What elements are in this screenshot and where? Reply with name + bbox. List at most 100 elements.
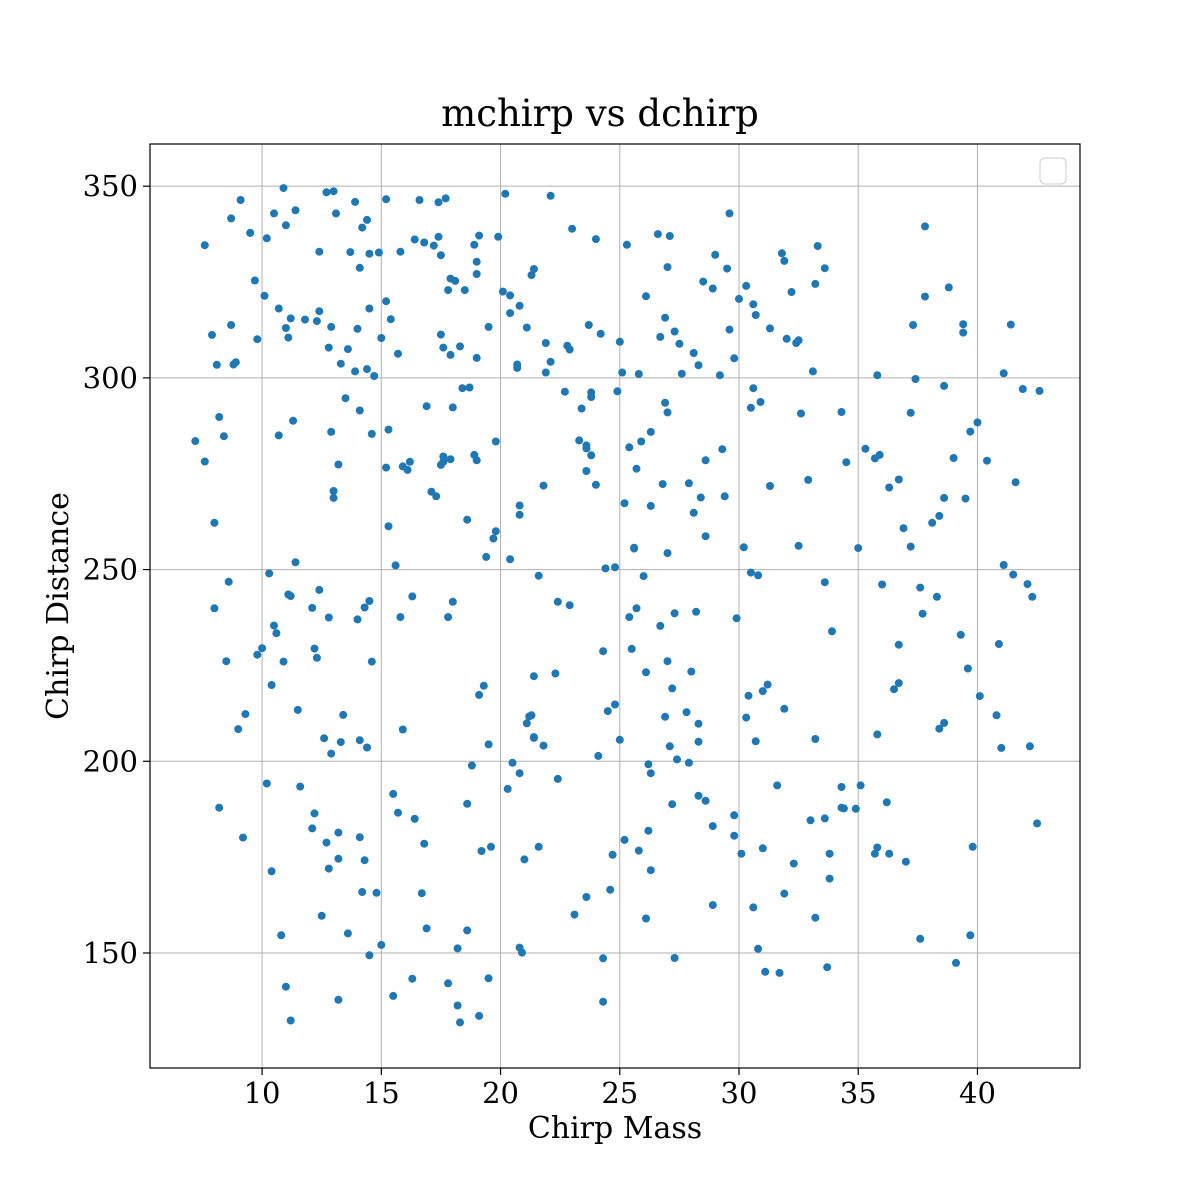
data-point xyxy=(310,644,319,653)
data-point xyxy=(708,901,717,910)
data-point xyxy=(823,963,832,972)
data-point xyxy=(396,613,405,622)
data-point xyxy=(1035,386,1044,395)
data-point xyxy=(620,499,629,508)
x-tick-label: 20 xyxy=(482,1076,519,1110)
data-point xyxy=(506,555,515,564)
data-point xyxy=(434,198,443,207)
data-point xyxy=(463,926,472,935)
data-point xyxy=(625,443,634,452)
data-point xyxy=(267,867,276,876)
data-point xyxy=(642,914,650,923)
data-point xyxy=(577,404,586,413)
data-point xyxy=(553,774,562,783)
data-point xyxy=(885,483,894,492)
data-point xyxy=(358,223,367,232)
data-point xyxy=(289,416,298,425)
data-point xyxy=(656,621,665,630)
data-point xyxy=(966,427,975,436)
data-point xyxy=(746,403,755,412)
data-point xyxy=(742,713,751,722)
y-tick-label: 250 xyxy=(83,553,138,587)
data-point xyxy=(324,613,333,622)
data-point xyxy=(820,814,829,823)
x-tick-label: 35 xyxy=(840,1076,877,1110)
data-point xyxy=(653,230,662,239)
data-point xyxy=(506,309,515,318)
data-point xyxy=(336,738,345,747)
data-point xyxy=(415,196,424,204)
data-point xyxy=(339,710,348,719)
data-point xyxy=(940,493,949,502)
data-point xyxy=(482,552,491,561)
data-point xyxy=(878,580,887,589)
data-point xyxy=(737,849,746,858)
data-point xyxy=(735,294,743,303)
data-point xyxy=(882,798,891,807)
data-point xyxy=(606,885,615,894)
data-point xyxy=(780,704,789,713)
data-point xyxy=(940,381,949,390)
data-point xyxy=(534,842,543,851)
data-point xyxy=(708,822,717,831)
data-point xyxy=(291,558,300,567)
data-point xyxy=(200,241,209,250)
data-point xyxy=(444,979,453,988)
data-point xyxy=(766,482,774,490)
data-point xyxy=(842,458,851,467)
data-point xyxy=(332,209,340,218)
data-point xyxy=(360,856,369,865)
data-point xyxy=(420,839,429,848)
data-point xyxy=(458,384,467,393)
data-point xyxy=(808,367,817,376)
data-point xyxy=(918,609,927,618)
data-point xyxy=(582,467,591,475)
data-point xyxy=(637,437,646,446)
data-point xyxy=(355,406,364,415)
data-point xyxy=(684,479,693,488)
data-point xyxy=(682,708,691,717)
data-point xyxy=(227,214,236,223)
data-point xyxy=(699,277,708,286)
data-point xyxy=(405,457,414,466)
data-point xyxy=(408,974,417,983)
data-point xyxy=(258,644,267,653)
x-tick-label: 40 xyxy=(959,1076,996,1110)
data-point xyxy=(670,954,679,962)
data-point xyxy=(837,783,846,791)
data-point xyxy=(453,944,462,953)
data-point xyxy=(472,257,481,266)
data-point xyxy=(825,849,834,858)
data-point xyxy=(215,803,224,812)
data-point xyxy=(312,317,321,326)
data-point xyxy=(594,751,603,760)
data-point xyxy=(744,691,753,700)
chart-title: mchirp vs dchirp xyxy=(441,92,759,135)
data-point xyxy=(587,388,596,397)
data-point xyxy=(410,235,419,244)
data-point xyxy=(429,241,438,250)
data-point xyxy=(673,755,681,764)
data-point xyxy=(363,743,371,752)
data-point xyxy=(436,251,445,260)
data-point xyxy=(732,614,741,623)
data-point xyxy=(334,460,343,469)
data-point xyxy=(773,781,782,790)
data-point xyxy=(1033,819,1042,828)
data-point xyxy=(613,387,622,396)
data-point xyxy=(367,657,376,666)
data-point xyxy=(1025,742,1034,751)
data-points xyxy=(191,184,1044,1027)
data-point xyxy=(1009,570,1018,579)
data-point xyxy=(975,692,984,701)
data-point xyxy=(615,337,624,346)
data-point xyxy=(270,209,278,218)
y-tick-label: 200 xyxy=(83,744,138,778)
data-point xyxy=(906,408,915,417)
y-axis-label: Chirp Distance xyxy=(41,492,76,720)
data-point xyxy=(789,859,798,868)
data-point xyxy=(656,332,665,341)
data-point xyxy=(761,967,770,976)
data-point xyxy=(479,681,488,690)
data-point xyxy=(351,367,360,376)
